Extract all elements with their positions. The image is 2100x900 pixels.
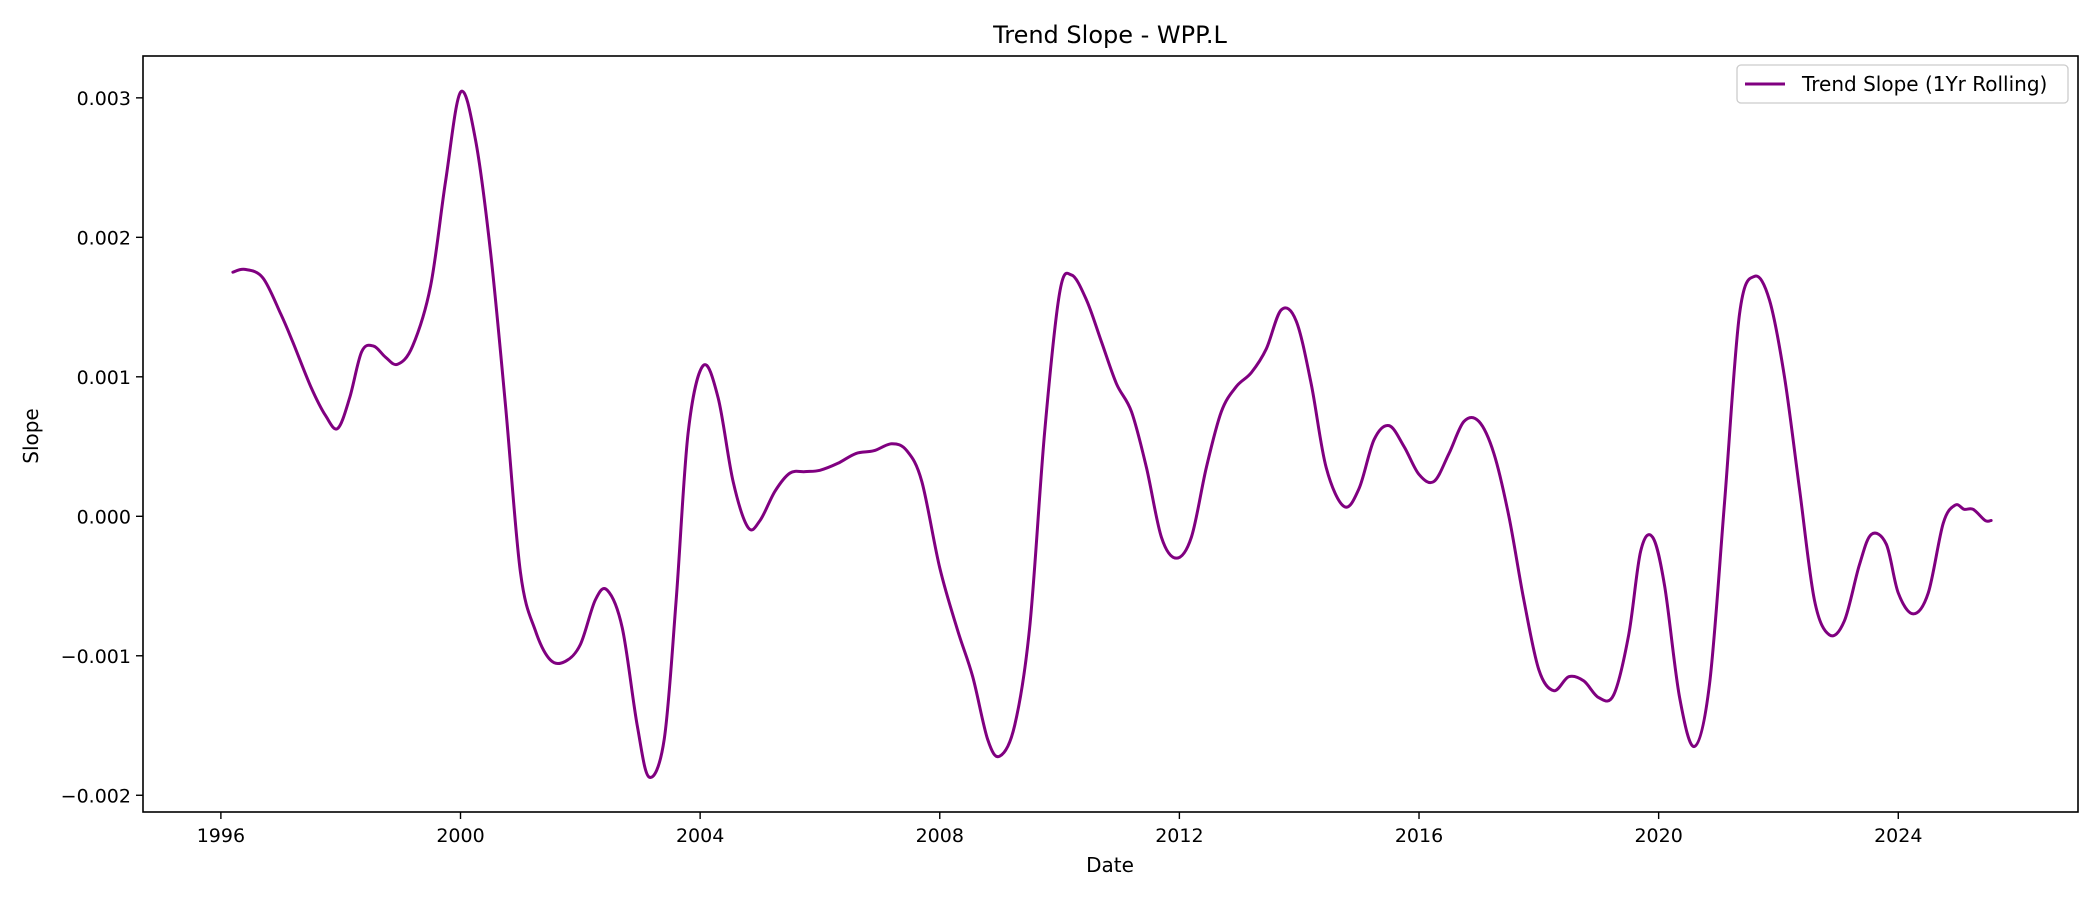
x-tick-label: 2000 [436, 825, 484, 847]
y-tick-label: 0.001 [77, 367, 131, 389]
chart-title: Trend Slope - WPP.L [992, 21, 1227, 49]
y-tick-label: 0.000 [77, 506, 131, 528]
series-line-trend-slope [231, 89, 1993, 779]
x-axis-title: Date [1086, 853, 1134, 877]
y-tick-label: 0.003 [77, 88, 131, 110]
y-tick-label: −0.002 [61, 785, 131, 807]
legend-box [1736, 64, 2069, 104]
y-tick-label: −0.001 [61, 646, 131, 668]
x-tick-label: 1996 [197, 825, 245, 847]
legend: Trend Slope (1Yr Rolling) [1736, 64, 2069, 104]
x-tick-label: 2008 [916, 825, 964, 847]
plot-frame [142, 55, 2079, 813]
legend-label: Trend Slope (1Yr Rolling) [1801, 72, 2047, 96]
y-axis-title: Slope [19, 408, 43, 464]
series-layer [231, 89, 1993, 779]
ticks-layer: 1996 2000 2004 2008 2012 2016 2020 2024 −0.002 −0… [61, 88, 1923, 847]
x-tick-label: 2024 [1874, 825, 1922, 847]
x-tick-label: 2012 [1155, 825, 1203, 847]
y-tick-label: 0.002 [77, 227, 131, 249]
x-tick-label: 2016 [1395, 825, 1443, 847]
x-tick-label: 2020 [1634, 825, 1682, 847]
x-tick-label: 2004 [676, 825, 724, 847]
